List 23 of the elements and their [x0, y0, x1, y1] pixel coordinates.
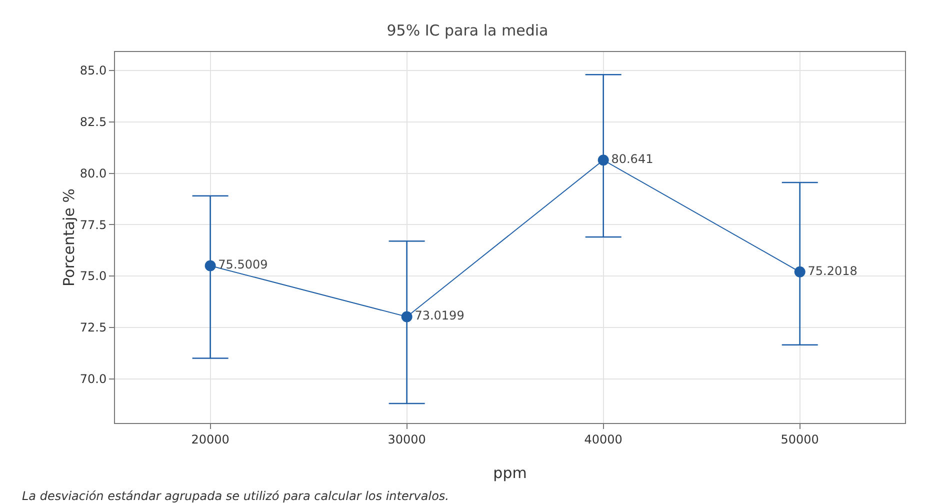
- y-tick-label: 70.0: [80, 372, 107, 386]
- y-tick-label: 80.0: [80, 166, 107, 180]
- data-label: 80.641: [611, 152, 654, 166]
- point: [401, 311, 412, 322]
- point: [598, 154, 609, 166]
- x-tick-label: 50000: [780, 432, 819, 446]
- y-axis-title: Porcentaje %: [60, 188, 78, 286]
- y-tick-label: 72.5: [80, 320, 107, 335]
- x-tick-label: 30000: [388, 432, 426, 446]
- data-label: 75.2018: [808, 264, 858, 278]
- x-axis-title: ppm: [493, 464, 527, 482]
- data-label: 73.0199: [414, 308, 464, 323]
- y-tick-label: 85.0: [80, 64, 107, 78]
- y-tick-label: 77.5: [80, 218, 107, 232]
- point: [794, 266, 806, 278]
- x-tick-label: 20000: [191, 432, 230, 446]
- chart-title: 95% IC para la media: [386, 22, 548, 40]
- point: [204, 260, 216, 272]
- data-label: 75.5009: [218, 258, 268, 272]
- y-tick-label: 75.0: [80, 269, 107, 284]
- y-tick-label: 82.5: [80, 115, 107, 130]
- text: La desviación estándar agrupada se utilizó para calcular los intervalos.: [22, 489, 449, 503]
- x-tick-label: 40000: [584, 432, 622, 446]
